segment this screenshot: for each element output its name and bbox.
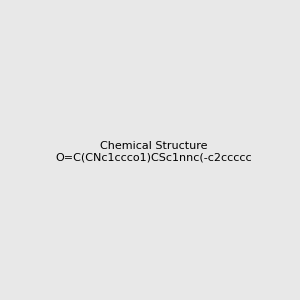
Text: Chemical Structure
O=C(CNc1ccco1)CSc1nnc(-c2ccccc: Chemical Structure O=C(CNc1ccco1)CSc1nnc… xyxy=(56,141,252,162)
